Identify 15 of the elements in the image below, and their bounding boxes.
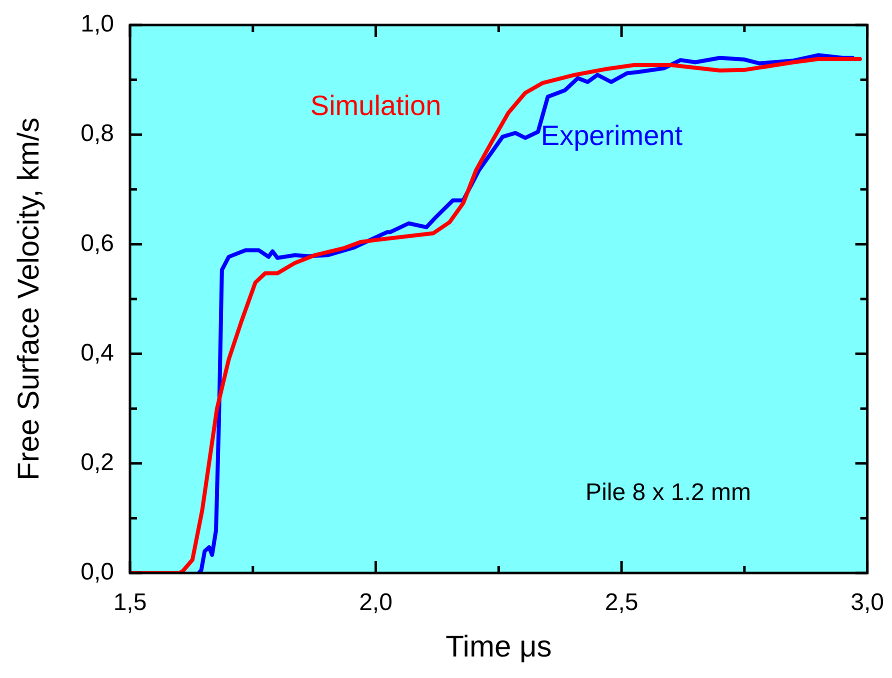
y-tick-label: 0,2: [80, 449, 114, 476]
y-tick-label: 1,0: [80, 10, 114, 38]
x-tick-label: 1,5: [113, 589, 147, 616]
x-axis-title: Time μs: [446, 630, 552, 664]
x-tick-label: 3,0: [850, 589, 884, 616]
series-label: Experiment: [540, 120, 683, 152]
y-tick-label: 0,8: [80, 120, 114, 148]
y-axis-title: Free Surface Velocity, km/s: [12, 118, 46, 480]
x-tick-label: 2,5: [604, 589, 638, 616]
x-tick-label: 2,0: [359, 589, 392, 616]
annotation: Pile 8 x 1.2 mm: [586, 479, 751, 506]
y-tick-label: 0,6: [80, 230, 114, 257]
y-tick-label: 0,4: [80, 339, 114, 366]
series-label: Simulation: [310, 90, 442, 121]
y-tick-label: 0,0: [80, 558, 114, 586]
